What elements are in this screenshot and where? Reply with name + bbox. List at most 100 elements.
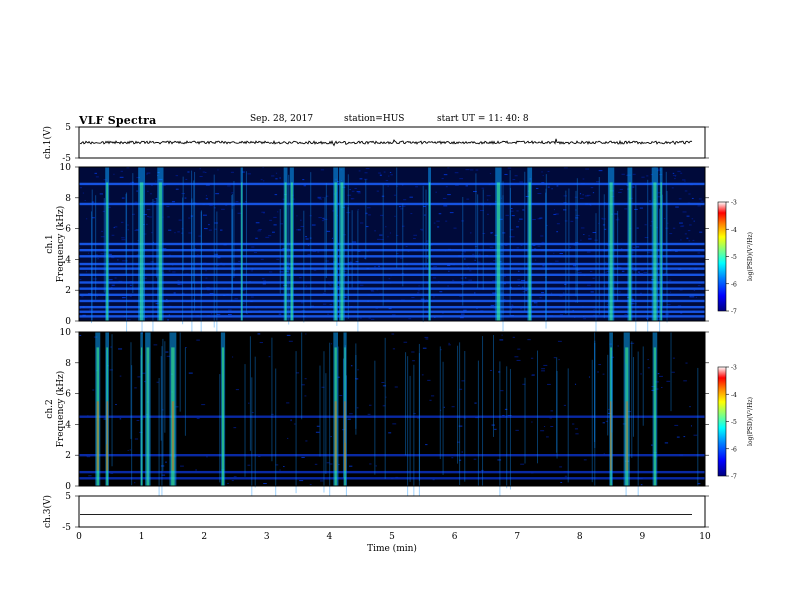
spectrogram-streak [482,189,484,290]
spectrogram-noise [689,224,692,226]
spectrogram-noise [95,176,99,178]
spectrogram-noise [500,253,503,255]
spectrogram-noise [107,206,111,208]
spectrogram-noise [667,304,671,306]
spectrogram-noise [563,209,567,211]
spectrogram-noise [314,463,318,465]
spectrogram-noise [177,283,181,285]
spectrogram-noise [631,252,634,254]
spectrogram-noise [537,193,542,195]
spectrogram-noise [650,225,652,227]
spectrogram-noise [309,237,312,239]
spectrogram-noise [570,220,574,222]
spectrogram-noise [459,388,463,390]
colorbar-tick-label: -3 [731,200,737,207]
spectrogram-noise [242,171,245,173]
horizontal-band [79,454,705,457]
spectrogram-noise [396,185,399,187]
spectrogram-noise [214,222,218,224]
spectrogram-noise [693,289,696,291]
spectrogram-noise [368,214,371,216]
spectrogram-noise [228,309,232,311]
spectrogram-noise [530,357,534,359]
spectrogram-noise [373,266,377,268]
spectrogram-noise [378,265,380,267]
spectrogram-noise [330,436,332,438]
spectrogram-noise [374,230,376,232]
spectrogram-noise [129,284,132,286]
horizontal-band [79,262,705,266]
spectrogram-noise [389,232,392,234]
spectrogram-noise [663,218,666,220]
spectrogram-noise [460,313,465,315]
spectrogram-noise [168,229,172,231]
spectrogram-noise [646,252,651,254]
spectrogram-streak [568,188,570,316]
spectrogram-noise [590,291,594,293]
spectrogram-noise [477,261,481,263]
spectrogram-noise [588,376,591,378]
spectrogram-noise [665,313,670,315]
spectrogram-noise [442,197,447,199]
start-time-label: start UT = 11: 40: 8 [437,114,529,124]
spectrogram-noise [664,272,666,274]
spectrogram-noise [357,369,359,371]
spectrogram-noise [509,286,512,288]
spectrogram-streak [319,365,321,457]
spectrogram-noise [250,296,254,298]
colorbar-label: log(PSD)(V²/Hz) [747,232,754,281]
spectrogram-noise [302,179,305,181]
spectrogram-noise [392,348,396,350]
spectrogram-noise [413,413,416,415]
spectrogram-noise [580,197,584,199]
spectrogram-noise [580,239,582,241]
spectrogram-noise [339,395,343,397]
spectrogram-noise [572,423,575,425]
spectrogram-noise [275,464,279,466]
spectrogram-noise [305,333,307,335]
spectrogram-streak [425,189,427,268]
spectrogram-noise [621,270,625,272]
spectrogram-noise [283,466,285,468]
spectrogram-noise [505,214,509,216]
spectrogram-noise [520,308,523,310]
spectrogram-noise [549,417,552,419]
horizontal-band [79,273,705,276]
spectrogram-noise [167,216,170,218]
spectrogram-noise [172,271,176,273]
spectrogram-streak [611,350,613,433]
spectrogram-noise [166,355,170,357]
spectrogram-noise [369,404,372,406]
spectrogram-noise [447,167,450,169]
spectrogram-noise [250,270,254,272]
spectrogram-noise [205,270,207,272]
spectrogram-noise [364,178,368,180]
spectrogram-noise [537,218,541,220]
spectrogram-streak [162,338,164,471]
spectrogram-noise [669,233,673,235]
spectrogram-streak [231,209,233,288]
spectrogram-noise [94,172,97,174]
spectrogram-noise [319,198,323,200]
spectrogram-noise [603,271,607,273]
spectrogram-noise [657,192,662,194]
spectrogram-noise [634,303,637,305]
vertical-burst-peak [610,401,613,471]
spectrogram-noise [458,425,463,427]
spectrogram-noise [690,296,695,298]
spectrogram-noise [429,399,432,401]
spectrogram-noise [343,275,346,277]
spectrogram-streak [506,366,508,489]
spectrogram-noise [672,172,675,174]
plot-frame [78,331,706,487]
spectrogram-noise [542,175,544,177]
spectrogram-noise [621,173,625,175]
y-tick-label: 0 [65,482,71,492]
y-tick-label: 6 [65,390,71,400]
spectrogram-noise [402,205,406,207]
spectrogram-noise [644,237,649,239]
spectrogram-noise [686,215,690,217]
spectrogram-noise [598,364,602,366]
spectrogram-noise [261,211,265,213]
spectrogram-noise [113,173,115,175]
